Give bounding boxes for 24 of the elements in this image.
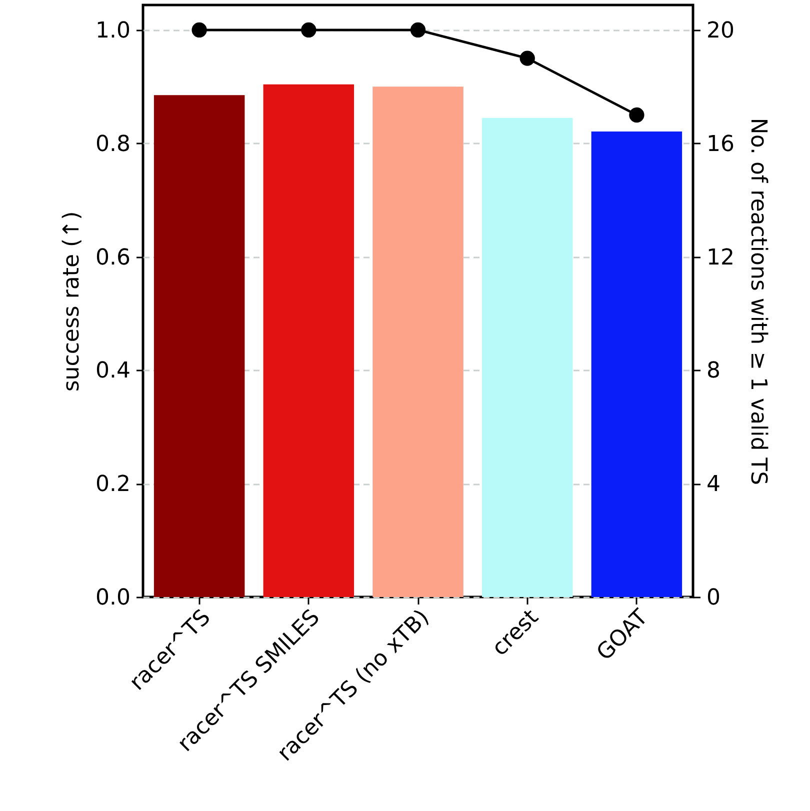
point bbox=[520, 50, 535, 66]
y2-tick-label: 0 bbox=[706, 586, 720, 610]
point bbox=[410, 22, 426, 38]
bar bbox=[263, 84, 354, 597]
bar bbox=[154, 95, 245, 597]
y2-tick-label: 16 bbox=[706, 132, 734, 157]
point bbox=[301, 22, 316, 38]
y-tick-label: 0.8 bbox=[96, 132, 130, 157]
bar bbox=[591, 131, 682, 597]
y-tick-label: 0.0 bbox=[96, 586, 130, 610]
point bbox=[192, 22, 207, 38]
y2-tick-label: 20 bbox=[706, 18, 734, 44]
y2-tick-label: 8 bbox=[706, 358, 720, 384]
point bbox=[629, 107, 644, 123]
y-axis-title: success rate (↑) bbox=[60, 211, 85, 392]
y2-axis-title: No. of reactions with ≥ 1 valid TS bbox=[745, 118, 770, 486]
y2-tick-label: 4 bbox=[706, 472, 720, 498]
y-tick-label: 0.6 bbox=[96, 245, 130, 270]
y-tick-label: 0.4 bbox=[96, 358, 130, 384]
bar bbox=[482, 118, 573, 597]
y-tick-label: 1.0 bbox=[96, 18, 130, 44]
y-tick-label: 0.2 bbox=[96, 472, 130, 498]
y2-tick-label: 12 bbox=[706, 245, 734, 270]
bar bbox=[372, 86, 464, 597]
